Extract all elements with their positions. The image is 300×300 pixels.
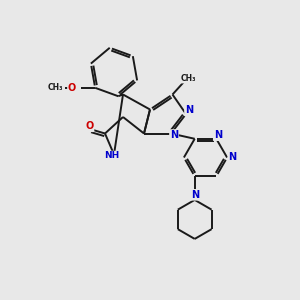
- Text: N: N: [190, 190, 199, 200]
- Text: N: N: [228, 152, 237, 163]
- Text: NH: NH: [104, 152, 119, 160]
- Text: O: O: [68, 83, 76, 93]
- Text: CH₃: CH₃: [181, 74, 196, 83]
- Text: N: N: [170, 130, 178, 140]
- Text: O: O: [85, 121, 94, 131]
- Text: N: N: [185, 105, 193, 116]
- Text: CH₃: CH₃: [47, 83, 63, 92]
- Text: N: N: [214, 130, 222, 140]
